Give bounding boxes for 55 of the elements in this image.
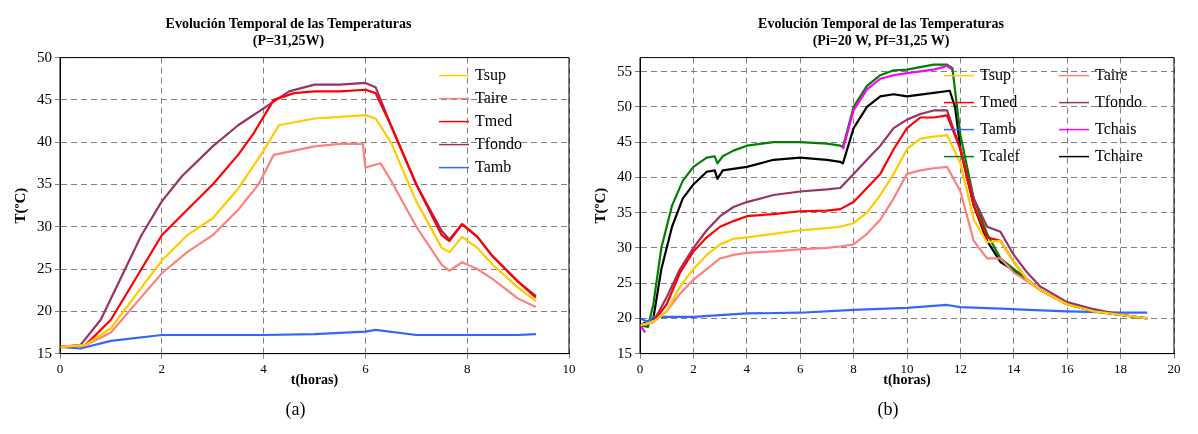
y-tick-label: 20 [37,302,52,319]
y-tick-label: 40 [37,133,52,150]
y-tick-label: 35 [37,175,52,192]
chart-title: Evolución Temporal de las Temperaturas [165,16,412,32]
y-tick-label: 25 [617,274,632,291]
x-tick-label: 2 [690,360,697,376]
x-tick-label: 8 [463,360,471,376]
x-tick-label: 2 [158,360,166,376]
x-tick-label: 4 [260,360,268,376]
text: (b) [876,399,900,420]
legend-label: Tfondo [1095,92,1143,110]
chart-title: Evolución Temporal de las Temperaturas [758,16,1005,32]
y-tick-label: 40 [617,168,632,185]
legend-label: Tmed [980,92,1018,110]
y-tick-label: 20 [617,309,632,326]
legend-label: Tamb [475,157,512,175]
y-tick-label: 30 [617,238,632,255]
x-tick-label: 16 [1060,360,1075,376]
y-tick-label: 50 [37,48,52,65]
legend-label: Tcalef [980,146,1021,164]
legend-label: Tfondo [475,134,523,152]
y-tick-label: 50 [617,97,632,114]
x-tick-label: 10 [562,360,576,376]
y-axis-title: T(ºC) [591,187,609,224]
legend-label: Tmed [475,111,513,129]
legend-label: Tchaire [1095,146,1143,164]
legend-label: Tchais [1095,119,1137,137]
y-tick-label: 15 [617,344,632,361]
x-tick-label: 0 [56,360,64,376]
legend-label: Taire [1095,65,1128,83]
x-tick-label: 18 [1114,360,1128,376]
x-tick-label: 14 [1007,360,1021,376]
x-tick-label: 0 [636,360,644,376]
y-tick-label: 25 [37,259,52,276]
chart-subtitle: (P=31,25W) [252,32,325,49]
x-tick-label: 6 [362,360,370,376]
y-tick-label: 45 [617,133,632,150]
y-tick-label: 45 [37,90,52,107]
x-axis-title: t(horas) [290,372,339,389]
y-tick-label: 35 [617,203,632,220]
y-tick-label: 30 [37,217,52,234]
legend-label: Tamb [980,119,1017,137]
chart-subtitle: (Pi=20 W, Pf=31,25 W) [812,32,950,49]
x-tick-label: 20 [1167,360,1181,376]
y-tick-label: 15 [37,344,52,361]
legend-label: Tsup [980,65,1011,84]
x-tick-label: 6 [796,360,804,376]
y-tick-label: 55 [617,62,632,79]
x-tick-label: 4 [743,360,751,376]
x-tick-label: 12 [953,360,967,376]
legend-label: Taire [475,88,508,106]
x-tick-label: 8 [850,360,857,376]
legend-label: Tsup [475,65,506,84]
text: (a) [284,399,307,420]
y-axis-title: T(ºC) [11,187,29,224]
